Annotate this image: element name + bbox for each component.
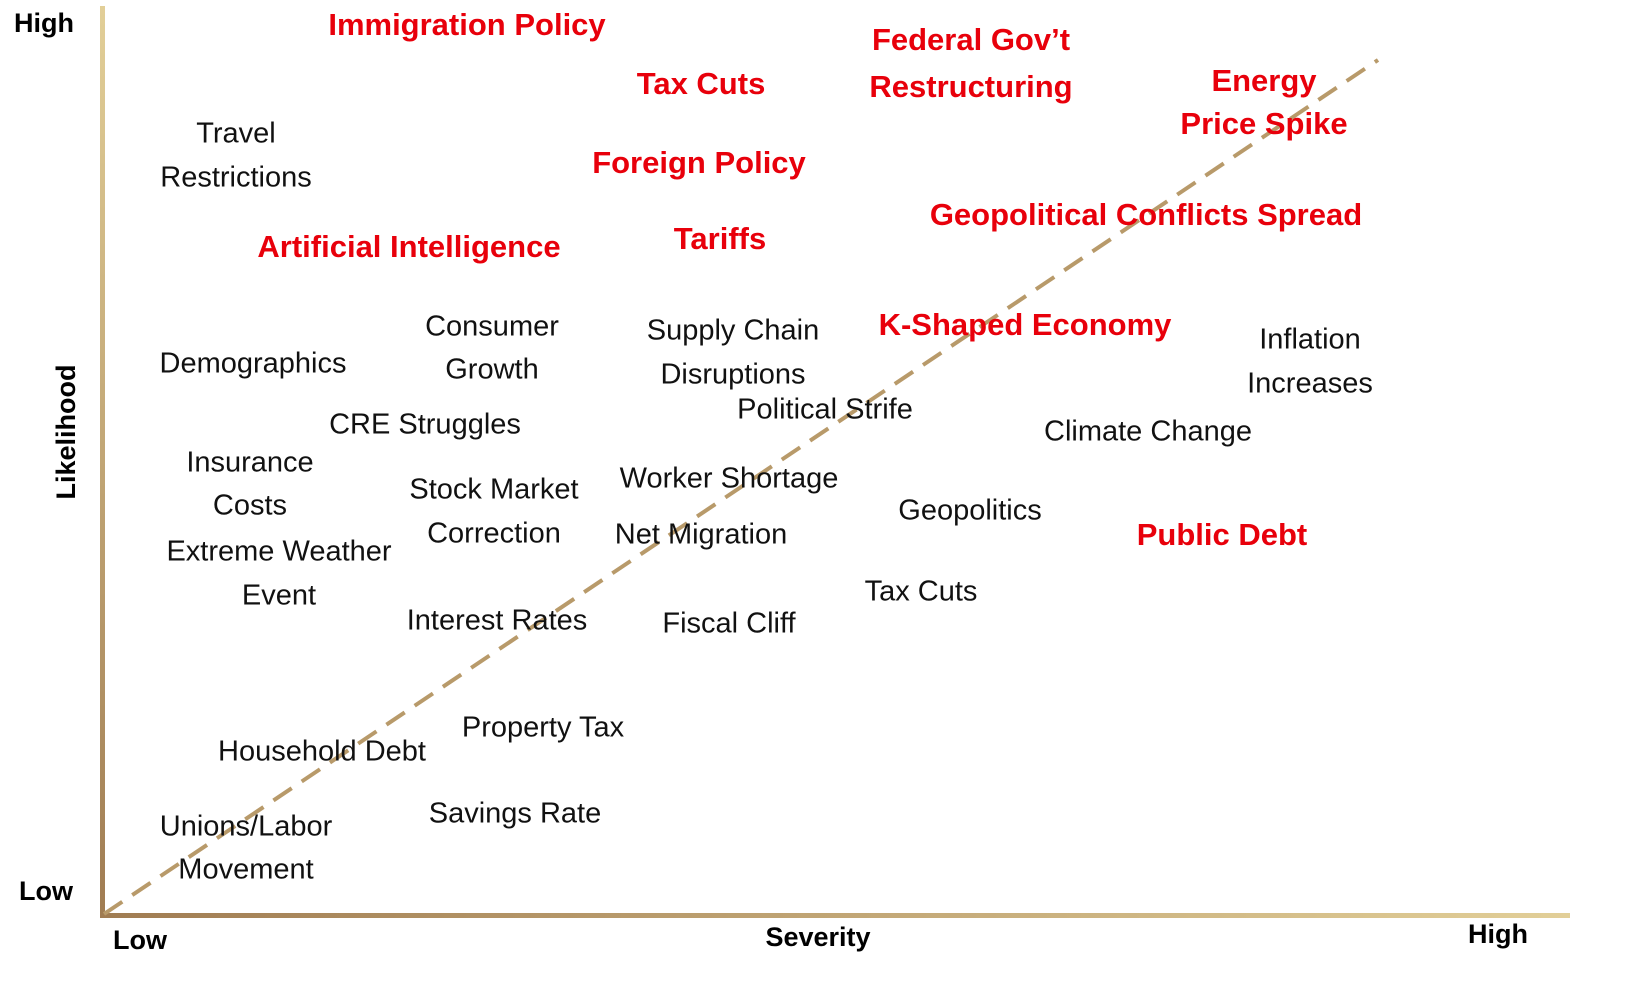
key-risk-label: Public Debt <box>1137 517 1308 552</box>
risk-label: Political Strife <box>737 394 913 426</box>
risk-label: Worker Shortage <box>620 463 839 495</box>
y-axis <box>100 6 105 918</box>
key-risk-label: Tax Cuts <box>637 66 766 101</box>
risk-label: Unions/Labor <box>160 811 333 843</box>
risk-label: Increases <box>1247 368 1373 400</box>
risk-label: Fiscal Cliff <box>662 608 796 640</box>
risk-label: Growth <box>445 354 538 386</box>
risk-label: Disruptions <box>660 359 805 391</box>
key-risk-label: Foreign Policy <box>592 145 806 180</box>
risk-label: Movement <box>178 854 313 886</box>
key-risk-label: Immigration Policy <box>328 7 606 42</box>
key-risk-label: Artificial Intelligence <box>257 229 560 264</box>
key-risk-label: Geopolitical Conflicts Spread <box>930 197 1362 232</box>
risk-label: Travel <box>196 118 276 150</box>
risk-label: Correction <box>427 518 561 550</box>
risk-label: Restrictions <box>160 162 312 194</box>
y-title: Likelihood <box>51 365 81 500</box>
diagonal <box>102 58 1380 916</box>
key-risk-label: Energy <box>1211 63 1317 98</box>
x-axis <box>100 913 1570 918</box>
risk-label: Consumer <box>425 311 559 343</box>
risk-label: Demographics <box>160 348 347 380</box>
risk-label: Event <box>242 580 316 612</box>
risk-label: Household Debt <box>218 736 426 768</box>
risk-label: Climate Change <box>1044 416 1252 448</box>
risk-label: Geopolitics <box>898 495 1041 527</box>
risk-label: CRE Struggles <box>329 409 521 441</box>
key-risk-label: Price Spike <box>1180 106 1347 141</box>
key-risk-label: Federal Gov’t <box>872 22 1070 57</box>
key-risk-label: Tariffs <box>674 221 766 256</box>
x-title: Severity <box>765 922 870 952</box>
key-risk-label: Restructuring <box>869 69 1072 104</box>
risk-label: Stock Market <box>409 474 578 506</box>
risk-label: Insurance <box>186 447 313 479</box>
x-high: High <box>1468 919 1528 949</box>
risk-label: Inflation <box>1259 324 1361 356</box>
risk-label: Net Migration <box>615 519 787 551</box>
y-low: Low <box>19 876 74 906</box>
risk-label: Savings Rate <box>429 798 602 830</box>
risk-label: Supply Chain <box>647 315 820 347</box>
risk-label: Interest Rates <box>407 605 588 637</box>
x-low: Low <box>113 925 168 955</box>
risk-label: Tax Cuts <box>865 576 978 608</box>
risk-label: Property Tax <box>462 712 625 744</box>
risk-label: Extreme Weather <box>166 536 391 568</box>
key-risk-label: K-Shaped Economy <box>879 307 1173 342</box>
y-high: High <box>14 8 74 38</box>
risk-label: Costs <box>213 490 287 522</box>
